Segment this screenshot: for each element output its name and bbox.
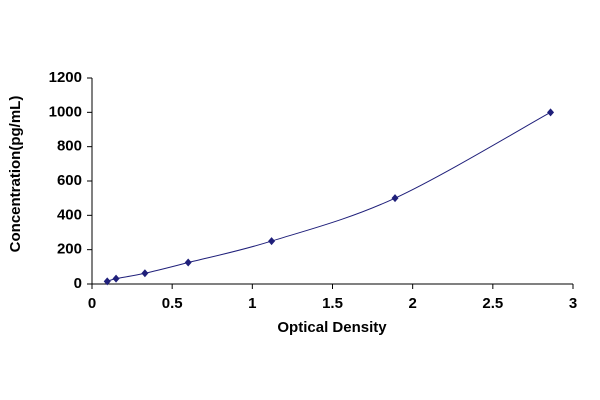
data-point xyxy=(268,237,276,246)
data-point xyxy=(103,277,111,286)
x-tick-label: 1.5 xyxy=(322,295,343,312)
x-tick-label: 3 xyxy=(569,295,577,312)
y-tick-label: 600 xyxy=(57,172,82,189)
x-axis-label: Optical Density xyxy=(277,319,387,336)
y-tick-label: 1000 xyxy=(49,103,82,120)
y-tick-label: 800 xyxy=(57,138,82,155)
x-tick-label: 0 xyxy=(88,295,96,312)
data-point xyxy=(391,194,399,203)
y-tick-label: 200 xyxy=(57,241,82,258)
y-tick-label: 0 xyxy=(74,275,82,292)
data-point xyxy=(112,274,120,283)
data-point xyxy=(184,258,192,267)
y-tick-label: 1200 xyxy=(49,69,82,86)
y-axis-label: Concentration(pg/mL) xyxy=(7,96,24,253)
data-point xyxy=(141,269,149,278)
fit-curve xyxy=(107,111,551,282)
x-tick-label: 0.5 xyxy=(162,295,183,312)
x-tick-label: 1 xyxy=(248,295,256,312)
data-point xyxy=(547,108,555,117)
y-tick-label: 400 xyxy=(57,206,82,223)
x-tick-label: 2.5 xyxy=(482,295,503,312)
x-tick-label: 2 xyxy=(408,295,416,312)
